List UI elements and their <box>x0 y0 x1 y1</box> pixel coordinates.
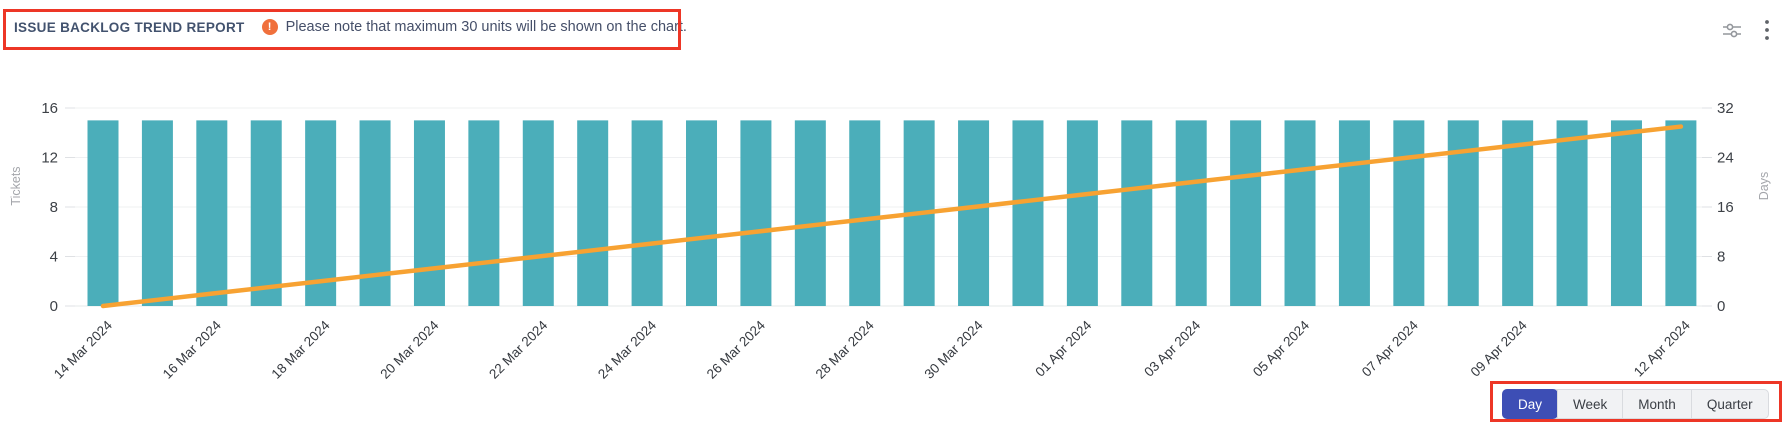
bar[interactable] <box>1175 120 1207 306</box>
bar[interactable] <box>686 120 718 306</box>
bar[interactable] <box>1230 120 1262 306</box>
x-axis-tick-label: 01 Apr 2024 <box>1032 317 1094 379</box>
page-title: ISSUE BACKLOG TREND REPORT <box>14 19 245 35</box>
note-text: Please note that maximum 30 units will b… <box>285 19 687 35</box>
left-axis-tick-label: 4 <box>50 249 58 266</box>
bar[interactable] <box>1066 120 1098 306</box>
range-selector: Day Week Month Quarter <box>1502 389 1769 419</box>
bar[interactable] <box>141 120 173 306</box>
max-units-note: ! Please note that maximum 30 units will… <box>261 19 687 35</box>
right-axis-tick-label: 8 <box>1717 249 1725 266</box>
bar[interactable] <box>522 120 554 306</box>
bar[interactable] <box>1665 120 1697 306</box>
bar[interactable] <box>1556 120 1588 306</box>
kebab-menu-icon[interactable] <box>1764 19 1770 46</box>
right-axis-tick-label: 16 <box>1717 199 1734 216</box>
bar[interactable] <box>1121 120 1153 306</box>
left-axis-tick-label: 16 <box>41 100 58 117</box>
bar[interactable] <box>849 120 881 306</box>
right-axis-tick-label: 32 <box>1717 100 1734 117</box>
bar[interactable] <box>1393 120 1425 306</box>
left-axis-title: Tickets <box>9 166 23 205</box>
left-axis-tick-label: 8 <box>50 199 58 216</box>
header-actions <box>1720 18 1770 47</box>
bar[interactable] <box>958 120 990 306</box>
bar[interactable] <box>1338 120 1370 306</box>
trend-line <box>100 124 1684 309</box>
bar[interactable] <box>196 120 228 306</box>
range-button-week[interactable]: Week <box>1557 390 1622 418</box>
left-axis-tick-label: 0 <box>50 298 58 315</box>
bar[interactable] <box>1610 120 1642 306</box>
bar[interactable] <box>1012 120 1044 306</box>
x-axis-tick-label: 24 Mar 2024 <box>595 317 660 382</box>
x-axis-tick-label: 26 Mar 2024 <box>704 317 769 382</box>
filter-sliders-icon[interactable] <box>1720 18 1744 47</box>
range-button-quarter[interactable]: Quarter <box>1690 390 1768 418</box>
bar[interactable] <box>1502 120 1534 306</box>
bar[interactable] <box>305 120 337 306</box>
x-axis-tick-label: 16 Mar 2024 <box>160 317 225 382</box>
x-axis-tick-label: 20 Mar 2024 <box>377 317 442 382</box>
bar[interactable] <box>250 120 282 306</box>
bar[interactable] <box>577 120 609 306</box>
bar[interactable] <box>631 120 663 306</box>
x-axis-tick-label: 22 Mar 2024 <box>486 317 551 382</box>
x-axis-tick-label: 07 Apr 2024 <box>1359 317 1421 379</box>
right-axis-tick-label: 0 <box>1717 298 1725 315</box>
x-axis-tick-label: 30 Mar 2024 <box>921 317 986 382</box>
bar[interactable] <box>794 120 826 306</box>
right-axis-title: Days <box>1757 172 1771 200</box>
x-axis-tick-label: 03 Apr 2024 <box>1141 317 1203 379</box>
range-button-month[interactable]: Month <box>1622 390 1691 418</box>
x-axis-tick-label: 09 Apr 2024 <box>1468 317 1530 379</box>
bar[interactable] <box>413 120 445 306</box>
x-axis-tick-label: 05 Apr 2024 <box>1250 317 1312 379</box>
bar[interactable] <box>740 120 772 306</box>
x-axis-tick-label: 14 Mar 2024 <box>51 317 116 382</box>
range-button-day[interactable]: Day <box>1502 389 1559 419</box>
alert-icon: ! <box>261 19 278 35</box>
left-axis-tick-label: 12 <box>41 150 58 167</box>
x-axis-tick-label: 12 Apr 2024 <box>1631 317 1693 379</box>
x-axis-tick-label: 18 Mar 2024 <box>269 317 334 382</box>
bar[interactable] <box>468 120 500 306</box>
x-axis-tick-label: 28 Mar 2024 <box>813 317 878 382</box>
bar[interactable] <box>1284 120 1316 306</box>
bar[interactable] <box>87 120 119 306</box>
widget-header: ISSUE BACKLOG TREND REPORT ! Please note… <box>14 19 687 35</box>
right-axis-tick-label: 24 <box>1717 150 1734 167</box>
